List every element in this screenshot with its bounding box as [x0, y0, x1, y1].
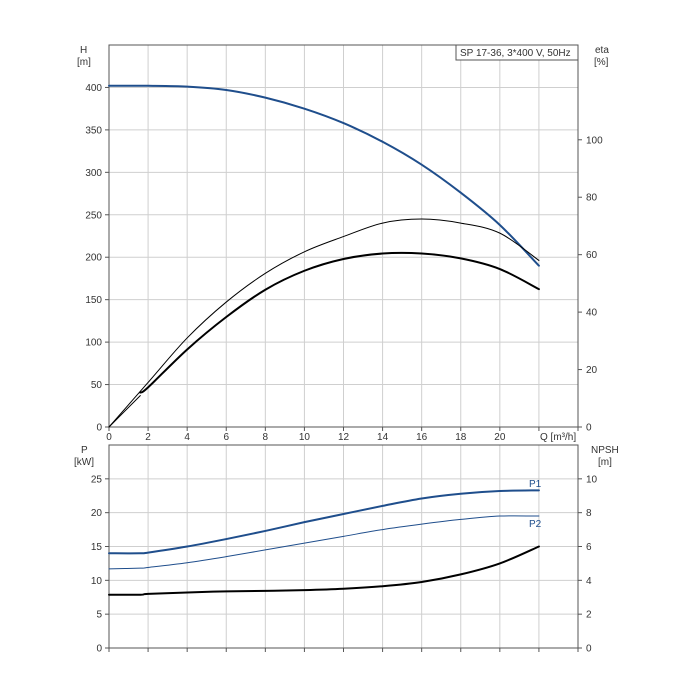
- top-y-left-tick-label: 400: [85, 83, 102, 94]
- bottom-y-left-tick-label: 5: [96, 610, 102, 621]
- top-y-left-tick-label: 150: [85, 295, 102, 306]
- top-x-tick-label: 12: [338, 432, 350, 443]
- p2-series-label: P2: [529, 519, 542, 530]
- head-efficiency-chart: 0 50 100 150 200 250 300 350 400 0 20 40 60 80 100 0 2 4 6…: [85, 44, 603, 443]
- top-series-line-0: [108, 84, 540, 267]
- bottom-y-left-tick-label: 10: [91, 576, 103, 587]
- top-y-left-tick-label: 300: [85, 168, 102, 179]
- top-x-tick-label: 4: [184, 432, 190, 443]
- top-y-left-tick-label: 100: [85, 338, 102, 349]
- top-x-tick-label: 8: [263, 432, 269, 443]
- bottom-series-line-2: [108, 545, 540, 596]
- top-y-left-tick-label: 50: [91, 380, 103, 391]
- top-x-axis-label: Q [m³/h]: [540, 432, 576, 443]
- top-y-left-tick-label: 350: [85, 125, 102, 136]
- bottom-y-right-tick-label: 6: [586, 542, 592, 553]
- top-x-tick-label: 6: [223, 432, 229, 443]
- bottom-y-left-tick-label: 25: [91, 474, 103, 485]
- top-y-right-tick-label: 80: [586, 193, 598, 204]
- top-x-tick-label: 14: [377, 432, 389, 443]
- top-y-right-unit: [%]: [594, 57, 609, 68]
- bottom-series-line-0: [108, 489, 540, 555]
- p1-series-label: P1: [529, 479, 542, 490]
- top-x-tick-label: 20: [494, 432, 506, 443]
- bottom-y-right-unit: [m]: [598, 457, 612, 468]
- bottom-y-left-tick-label: 20: [91, 508, 103, 519]
- top-x-tick-label: 18: [455, 432, 467, 443]
- top-y-left-tick-label: 200: [85, 253, 102, 264]
- bottom-y-right-tick-label: 8: [586, 508, 592, 519]
- bottom-y-right-tick-label: 2: [586, 610, 592, 621]
- power-npsh-chart: 0 5 10 15 20 25 0 2 4 6 8 10: [91, 444, 598, 655]
- bottom-y-right-tick-label: 10: [586, 474, 598, 485]
- bottom-y-right-label: NPSH: [591, 445, 619, 456]
- top-y-right-tick-label: 100: [586, 135, 603, 146]
- top-y-left-label: H: [80, 45, 87, 56]
- bottom-y-right-tick-label: 4: [586, 576, 592, 587]
- top-x-tick-label: 16: [416, 432, 428, 443]
- top-series-line-2: [108, 218, 540, 428]
- top-y-right-tick-label: 60: [586, 250, 598, 261]
- top-y-right-tick-label: 40: [586, 308, 598, 319]
- bottom-y-right-tick-label: 0: [586, 644, 592, 655]
- top-y-left-unit: [m]: [77, 57, 91, 68]
- top-y-right-label: eta: [595, 45, 609, 56]
- bottom-y-left-label: P: [81, 445, 88, 456]
- top-x-tick-label: 0: [106, 432, 112, 443]
- top-x-tick-label: 10: [299, 432, 311, 443]
- top-y-right-tick-label: 0: [586, 423, 592, 434]
- chart-title-box: [455, 44, 579, 61]
- bottom-y-left-unit: [kW]: [74, 457, 94, 468]
- top-x-tick-label: 2: [145, 432, 151, 443]
- chart-title: SP 17-36, 3*400 V, 50Hz: [460, 48, 571, 59]
- bottom-series-line-1: [108, 515, 540, 570]
- bottom-y-left-tick-label: 0: [96, 644, 102, 655]
- top-series-line-4: [108, 395, 141, 428]
- top-series-line-3: [139, 251, 540, 394]
- bottom-y-left-tick-label: 15: [91, 542, 103, 553]
- top-y-right-tick-label: 20: [586, 365, 598, 376]
- top-y-left-tick-label: 250: [85, 210, 102, 221]
- top-y-left-tick-label: 0: [96, 423, 102, 434]
